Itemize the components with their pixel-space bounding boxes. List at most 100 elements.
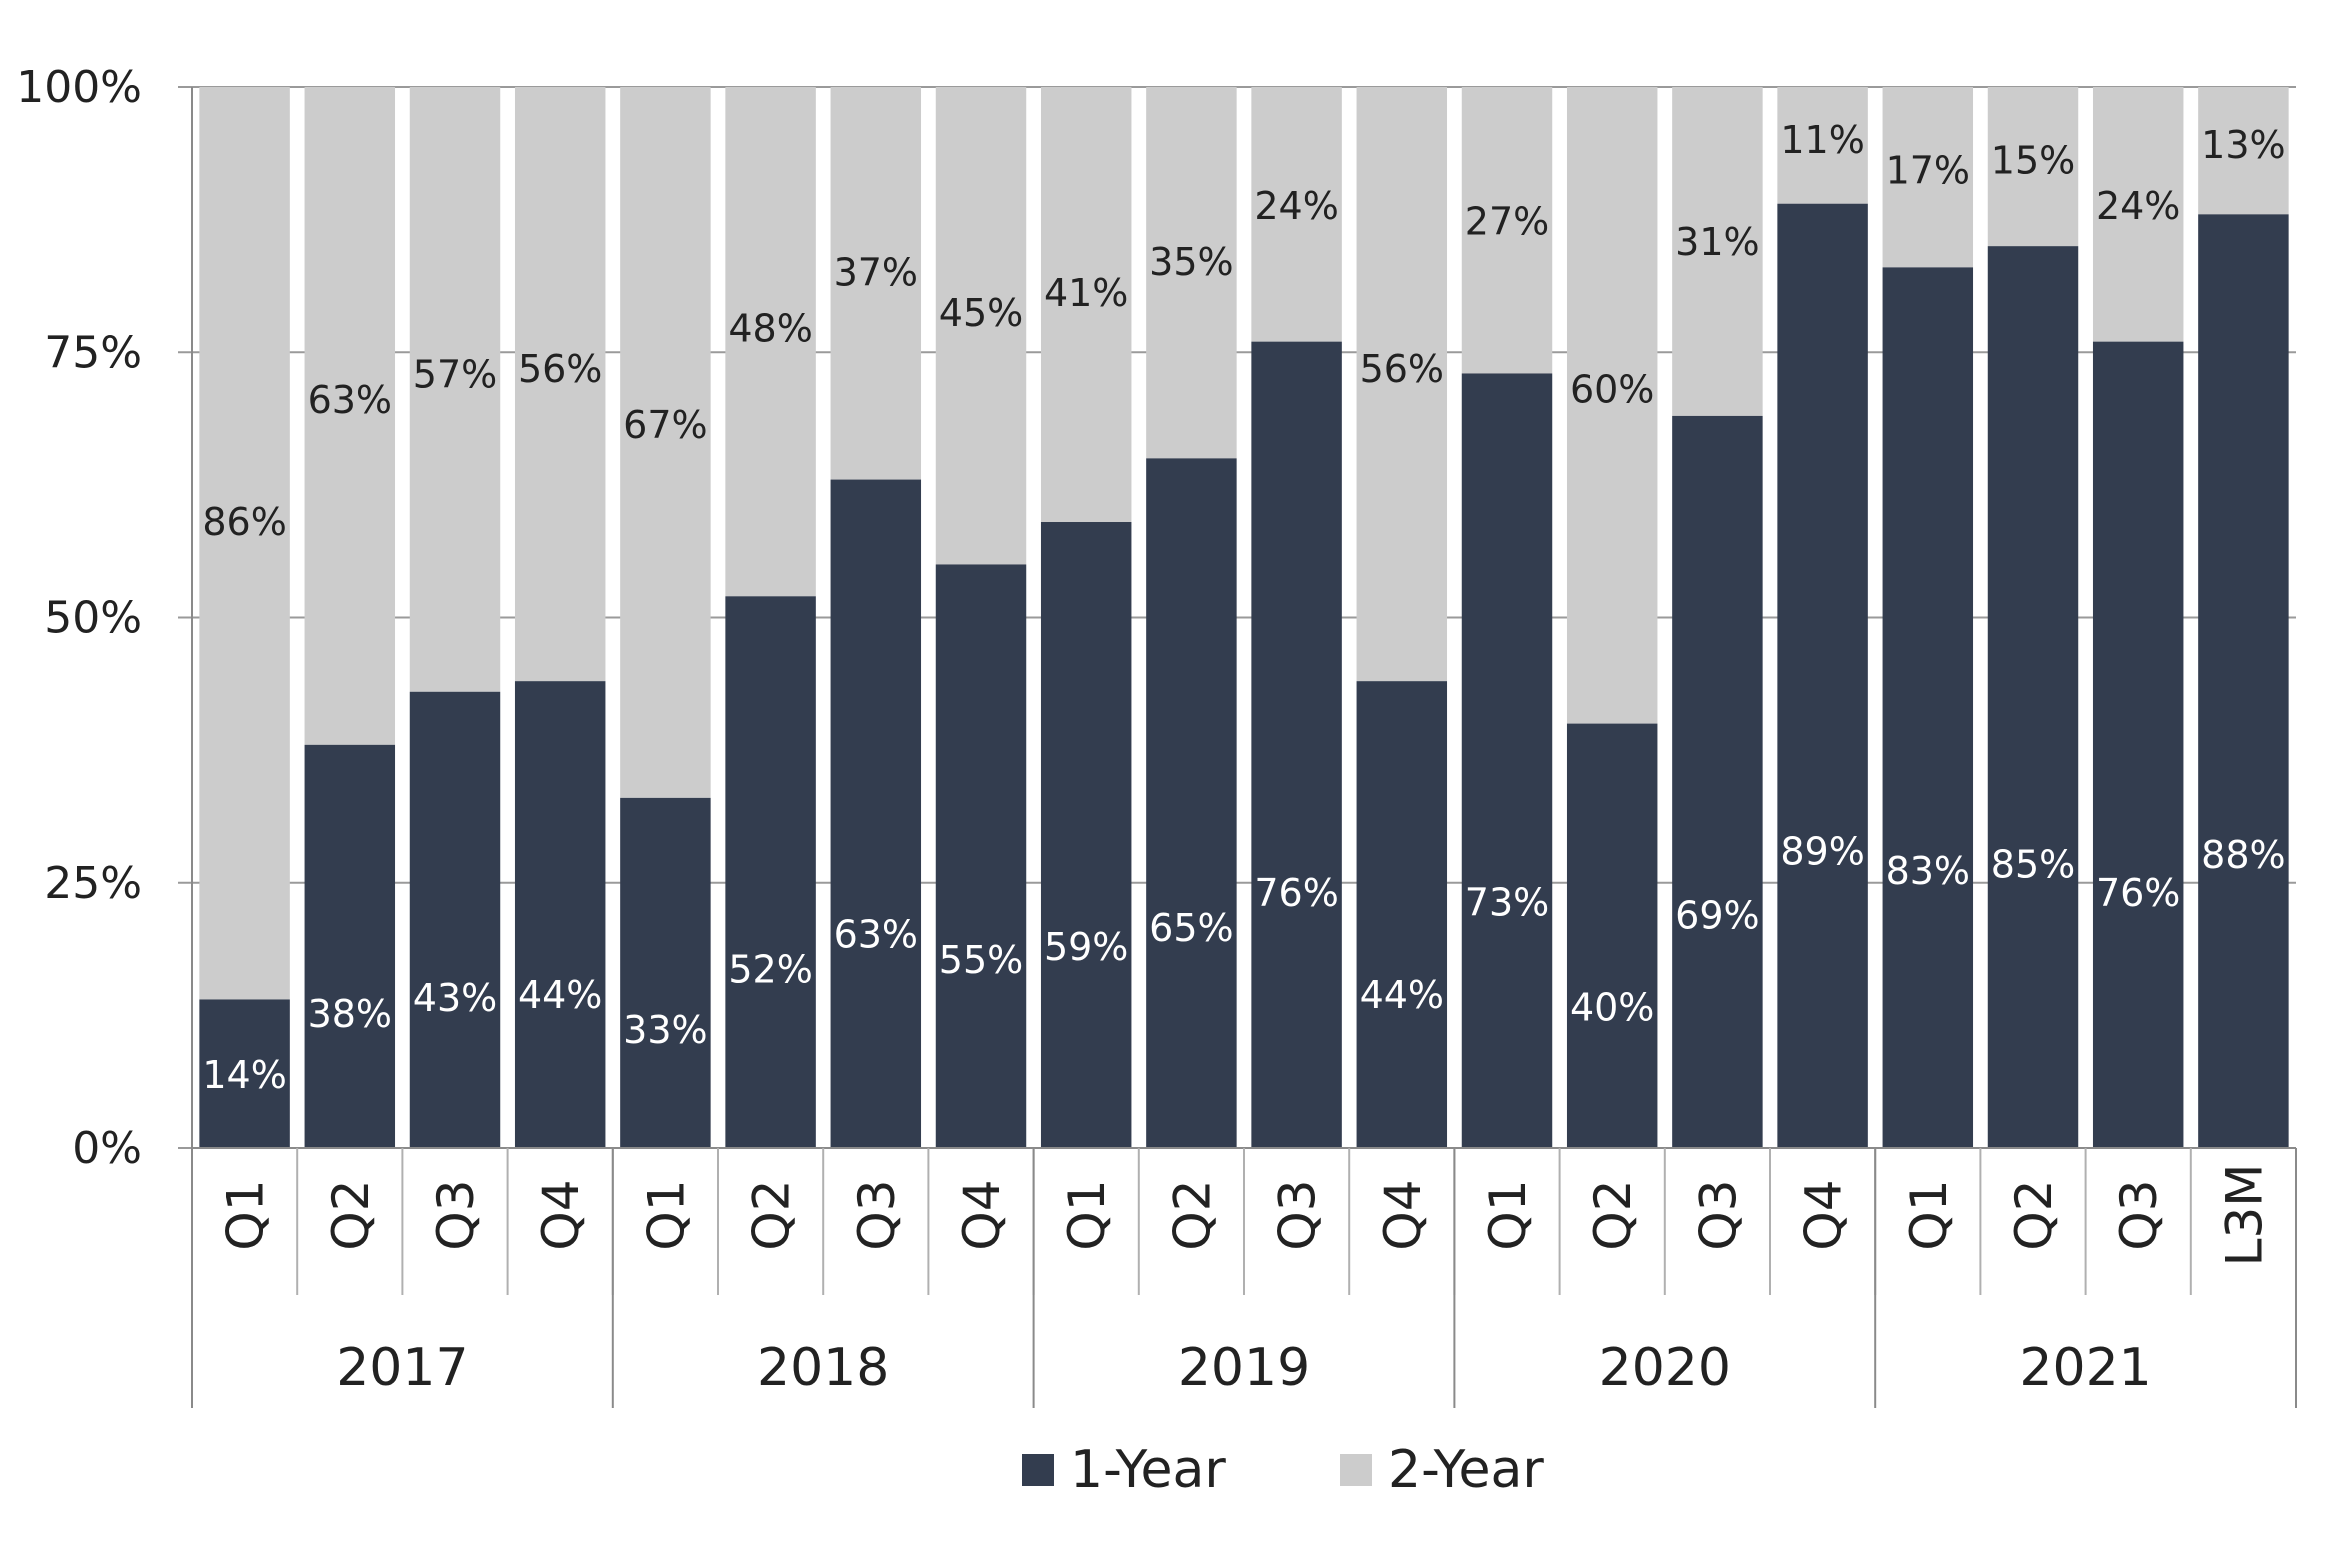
bar-2-year xyxy=(304,87,396,745)
bar-1-year xyxy=(1146,458,1237,1149)
x-group-label: 2019 xyxy=(1178,1338,1310,1398)
bar-2-year xyxy=(1461,87,1553,374)
data-label-1-year: 69% xyxy=(1675,893,1759,937)
x-tick-label: Q1 xyxy=(1900,1179,1958,1250)
data-label-2-year: 15% xyxy=(1991,138,2075,182)
y-tick-label: 50% xyxy=(44,593,142,644)
legend-swatch xyxy=(1340,1454,1372,1486)
x-tick-label: Q4 xyxy=(1374,1179,1432,1250)
bar-1-year xyxy=(725,596,816,1148)
data-label-2-year: 24% xyxy=(1254,184,1338,228)
bar-1-year xyxy=(304,744,396,1148)
y-tick-label: 25% xyxy=(44,858,142,909)
data-label-2-year: 37% xyxy=(834,250,918,294)
data-label-1-year: 73% xyxy=(1465,881,1549,925)
x-tick-label: Q3 xyxy=(1269,1179,1327,1250)
x-tick-label: Q2 xyxy=(1584,1179,1642,1250)
legend-label: 1-Year xyxy=(1070,1440,1226,1500)
x-group-label: 2017 xyxy=(336,1338,468,1398)
x-tick-label: L3M xyxy=(2215,1164,2273,1267)
x-group-label: 2020 xyxy=(1599,1338,1731,1398)
bar-2-year xyxy=(935,87,1027,565)
data-label-1-year: 63% xyxy=(834,912,918,956)
data-label-1-year: 33% xyxy=(623,1008,707,1052)
data-label-2-year: 41% xyxy=(1044,271,1128,315)
data-label-2-year: 56% xyxy=(518,347,602,391)
data-label-2-year: 27% xyxy=(1465,200,1549,244)
bar-2-year xyxy=(830,87,922,480)
x-tick-label: Q2 xyxy=(2005,1179,2063,1250)
data-label-1-year: 85% xyxy=(1991,842,2075,886)
bar-1-year xyxy=(830,479,922,1148)
bar-2-year xyxy=(1251,87,1342,342)
bar-2-year xyxy=(725,87,816,597)
bar-1-year xyxy=(2092,341,2184,1148)
bar-1-year xyxy=(935,564,1027,1148)
bar-2-year xyxy=(2092,87,2184,342)
legend-label: 2-Year xyxy=(1388,1440,1544,1500)
bar-2-year xyxy=(1040,87,1132,523)
bar-1-year xyxy=(1672,415,1763,1148)
data-label-2-year: 48% xyxy=(728,306,812,350)
bar-2-year xyxy=(1146,87,1237,459)
bar-1-year xyxy=(1461,373,1553,1149)
data-label-1-year: 52% xyxy=(728,947,812,991)
x-axis: Q1 Q2 Q3 Q4 Q1 Q2 Q3 Q4 Q1 Q2 Q3 Q4 Q1 Q2 Q3 Q4 Q1 Q2 Q3 L3… xyxy=(191,1147,2297,1408)
bar-1-year xyxy=(409,691,501,1148)
bar-1-year xyxy=(2198,214,2289,1148)
x-tick-label: Q3 xyxy=(1689,1179,1747,1250)
bar-2-year xyxy=(1566,87,1658,724)
bar-1-year xyxy=(1882,267,1974,1148)
x-tick-label: Q2 xyxy=(322,1179,380,1250)
data-label-1-year: 89% xyxy=(1780,830,1864,874)
data-label-2-year: 57% xyxy=(413,352,497,396)
bars xyxy=(199,87,2289,1149)
data-label-1-year: 43% xyxy=(413,976,497,1020)
data-label-1-year: 40% xyxy=(1570,986,1654,1030)
y-tick-label: 75% xyxy=(44,327,142,378)
data-label-1-year: 76% xyxy=(2096,871,2180,915)
data-label-1-year: 14% xyxy=(202,1053,286,1097)
bar-1-year xyxy=(199,999,290,1148)
x-tick-label: Q1 xyxy=(217,1179,275,1250)
data-label-2-year: 56% xyxy=(1360,347,1444,391)
x-group-label: 2021 xyxy=(2019,1338,2151,1398)
x-tick-label: Q3 xyxy=(848,1179,906,1250)
bar-2-year xyxy=(199,87,290,1000)
data-label-2-year: 60% xyxy=(1570,368,1654,412)
bar-1-year xyxy=(620,797,711,1148)
data-label-2-year: 45% xyxy=(939,291,1023,335)
data-label-1-year: 83% xyxy=(1886,849,1970,893)
bar-2-year xyxy=(1356,87,1448,682)
legend: 1-Year 2-Year xyxy=(1022,1440,1544,1500)
bar-1-year xyxy=(1040,522,1132,1148)
bar-2-year xyxy=(1777,87,1868,204)
y-tick-label: 100% xyxy=(16,62,142,113)
bar-2-year xyxy=(620,87,711,798)
bar-2-year xyxy=(1987,87,2079,247)
x-tick-label: Q3 xyxy=(427,1179,485,1250)
x-tick-label: Q2 xyxy=(743,1179,801,1250)
bar-1-year xyxy=(1251,341,1342,1148)
data-label-1-year: 44% xyxy=(518,973,602,1017)
data-label-2-year: 24% xyxy=(2096,184,2180,228)
bar-2-year xyxy=(514,87,606,682)
y-axis: 0% 25% 50% 75% 100% xyxy=(16,62,193,1174)
x-tick-label: Q1 xyxy=(1479,1179,1537,1250)
bar-2-year xyxy=(409,87,501,692)
data-label-2-year: 17% xyxy=(1886,149,1970,193)
data-label-2-year: 86% xyxy=(202,500,286,544)
data-label-2-year: 63% xyxy=(308,378,392,422)
x-tick-label: Q4 xyxy=(1795,1179,1853,1250)
data-labels: 14% 86% 38% 63% 43% 57% 44% 56% 33% 67% 52% 48% 63% 3… xyxy=(202,118,2285,1097)
data-label-2-year: 13% xyxy=(2201,123,2285,167)
x-group-label: 2018 xyxy=(757,1338,889,1398)
bar-2-year xyxy=(1672,87,1763,416)
x-tick-label: Q4 xyxy=(953,1179,1011,1250)
data-label-1-year: 59% xyxy=(1044,925,1128,969)
y-tick-label: 0% xyxy=(72,1123,142,1174)
x-tick-label: Q4 xyxy=(532,1179,590,1250)
x-tick-label: Q1 xyxy=(637,1179,695,1250)
x-tick-label: Q3 xyxy=(2110,1179,2168,1250)
data-label-2-year: 67% xyxy=(623,403,707,447)
